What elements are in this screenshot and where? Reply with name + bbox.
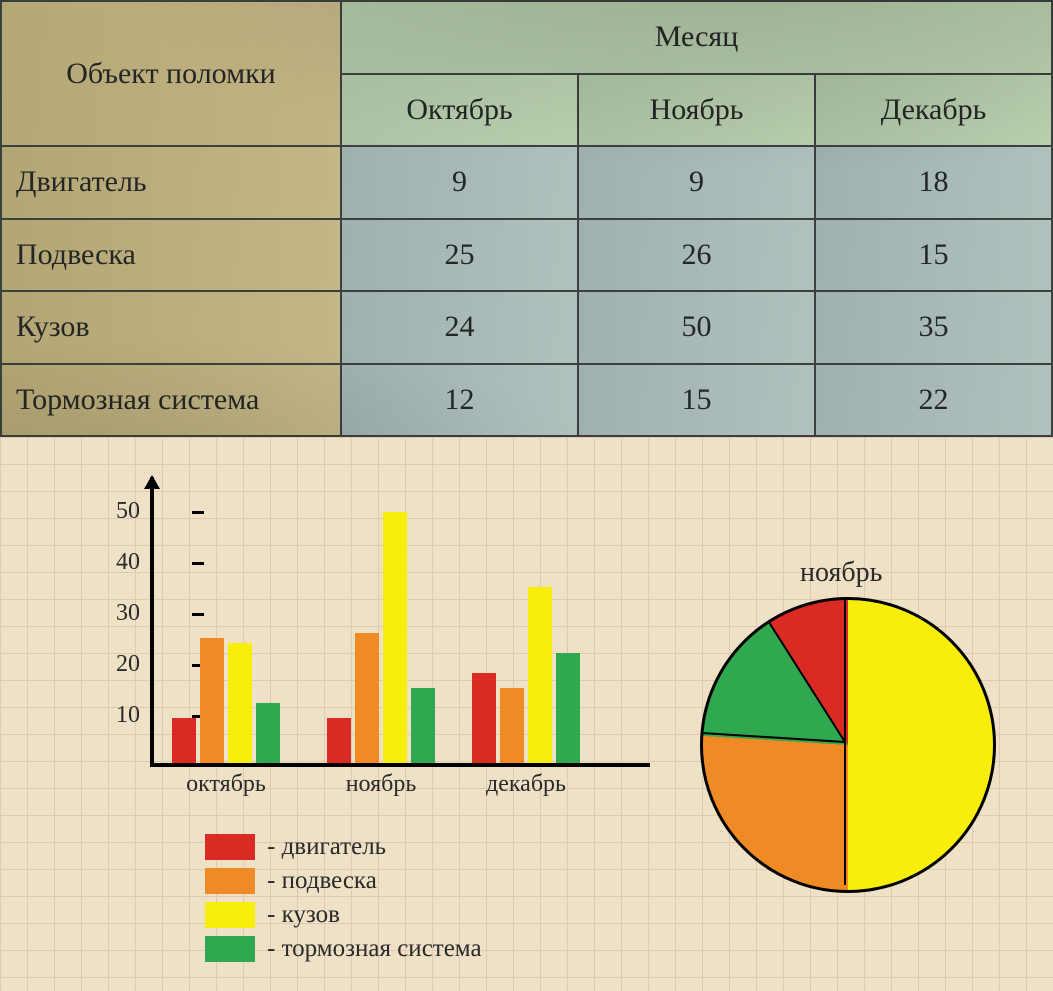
table-header-month-0: Октябрь xyxy=(341,74,578,147)
y-tick: 30 xyxy=(90,600,140,627)
legend-swatch xyxy=(205,902,255,928)
row-label: Тормозная система xyxy=(1,364,341,437)
legend-label: - двигатель xyxy=(267,833,386,861)
pie-chart xyxy=(700,597,990,887)
pie-body xyxy=(700,597,996,893)
bar-двигатель xyxy=(172,718,196,763)
table-row: Тормозная система 12 15 22 xyxy=(1,364,1052,437)
legend-label: - кузов xyxy=(267,901,340,929)
table-header-month-1: Ноябрь xyxy=(578,74,815,147)
x-label: декабрь xyxy=(486,771,566,798)
cell: 9 xyxy=(341,146,578,219)
table-row: Подвеска 25 26 15 xyxy=(1,219,1052,292)
bar-кузов xyxy=(528,587,552,763)
cell: 15 xyxy=(815,219,1052,292)
table-row: Кузов 24 50 35 xyxy=(1,291,1052,364)
bar-тормозная система xyxy=(556,653,580,763)
pie-title: ноябрь xyxy=(800,557,882,589)
chart-panel: 10 20 30 40 50 октябрь ноябрь декабрь - двигат… xyxy=(0,437,1053,991)
bar-chart: 1020304050 октябрьноябрьдекабрь xyxy=(150,487,640,767)
table-row: Двигатель 9 9 18 xyxy=(1,146,1052,219)
chart-legend: - двигатель - подвеска - кузов - тормозная … xyxy=(205,827,482,969)
cell: 35 xyxy=(815,291,1052,364)
table-header-month-2: Декабрь xyxy=(815,74,1052,147)
bar-тормозная система xyxy=(256,703,280,763)
cell: 24 xyxy=(341,291,578,364)
bar-подвеска xyxy=(355,633,379,763)
breakdown-table-photo: Объект поломки Месяц Октябрь Ноябрь Дека… xyxy=(0,0,1053,437)
bar-подвеска xyxy=(500,688,524,763)
bar-двигатель xyxy=(327,718,351,763)
legend-item: - подвеска xyxy=(205,867,482,895)
breakdown-table: Объект поломки Месяц Октябрь Ноябрь Дека… xyxy=(0,0,1053,437)
legend-swatch xyxy=(205,868,255,894)
table-header-month-group: Месяц xyxy=(341,1,1052,74)
cell: 22 xyxy=(815,364,1052,437)
row-label: Двигатель xyxy=(1,146,341,219)
cell: 18 xyxy=(815,146,1052,219)
legend-label: - тормозная система xyxy=(267,935,482,963)
bar-group: декабрь xyxy=(470,587,582,763)
y-tick: 10 xyxy=(90,702,140,729)
legend-item: - двигатель xyxy=(205,833,482,861)
cell: 12 xyxy=(341,364,578,437)
row-label: Подвеска xyxy=(1,219,341,292)
row-label: Кузов xyxy=(1,291,341,364)
x-label: октябрь xyxy=(186,771,266,798)
table-header-object: Объект поломки xyxy=(1,1,341,146)
y-tick: 40 xyxy=(90,549,140,576)
bar-group: ноябрь xyxy=(325,512,437,763)
cell: 26 xyxy=(578,219,815,292)
cell: 9 xyxy=(578,146,815,219)
bar-кузов xyxy=(228,643,252,763)
legend-item: - кузов xyxy=(205,901,482,929)
y-tick: 20 xyxy=(90,651,140,678)
legend-label: - подвеска xyxy=(267,867,377,895)
legend-item: - тормозная система xyxy=(205,935,482,963)
y-tick: 50 xyxy=(90,498,140,525)
cell: 15 xyxy=(578,364,815,437)
bar-двигатель xyxy=(472,673,496,763)
cell: 25 xyxy=(341,219,578,292)
x-label: ноябрь xyxy=(346,771,417,798)
bar-кузов xyxy=(383,512,407,763)
legend-swatch xyxy=(205,936,255,962)
legend-swatch xyxy=(205,834,255,860)
bar-group: октябрь xyxy=(170,638,282,763)
bar-подвеска xyxy=(200,638,224,763)
bar-тормозная система xyxy=(411,688,435,763)
cell: 50 xyxy=(578,291,815,364)
